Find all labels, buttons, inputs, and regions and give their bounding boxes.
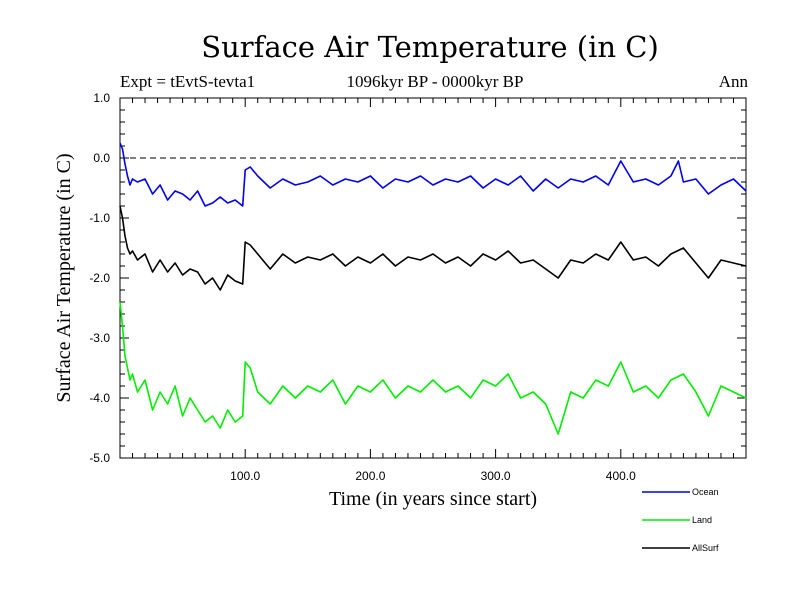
y-tick-label: -1.0 (89, 211, 110, 225)
experiment-label: Expt = tEvtS-tevta1 (120, 72, 256, 91)
series-line-ocean (119, 142, 747, 207)
series-line-allsurf (119, 205, 747, 291)
y-axis: 1.0 0.0 -1.0 -2.0 -3.0 -4.0 -5.0 (89, 91, 746, 465)
season-label: Ann (718, 72, 748, 91)
y-tick-label: 1.0 (93, 91, 110, 105)
time-range-label: 1096kyr BP - 0000kyr BP (346, 72, 524, 91)
y-tick-label: -4.0 (89, 391, 110, 405)
legend-label-allsurf: AllSurf (692, 543, 719, 553)
x-tick-label: 200.0 (355, 469, 385, 483)
y-tick-label: 0.0 (93, 151, 110, 165)
x-axis: 100.0 200.0 300.0 400.0 (132, 98, 734, 483)
x-axis-title: Time (in years since start) (329, 488, 537, 510)
series-line-land (119, 301, 747, 435)
legend-label-ocean: Ocean (692, 487, 719, 497)
series-layer (119, 142, 747, 435)
y-axis-title: Surface Air Temperature (in C) (53, 153, 75, 402)
y-tick-label: -2.0 (89, 271, 110, 285)
y-tick-label: -5.0 (89, 451, 110, 465)
x-tick-label: 300.0 (481, 469, 511, 483)
legend-label-land: Land (692, 515, 712, 525)
plot-frame (119, 97, 747, 459)
legend: Ocean Land AllSurf (642, 487, 719, 553)
chart-title: Surface Air Temperature (in C) (201, 30, 659, 64)
x-tick-label: 100.0 (230, 469, 260, 483)
y-tick-label: -3.0 (89, 331, 110, 345)
x-tick-label: 400.0 (606, 469, 636, 483)
